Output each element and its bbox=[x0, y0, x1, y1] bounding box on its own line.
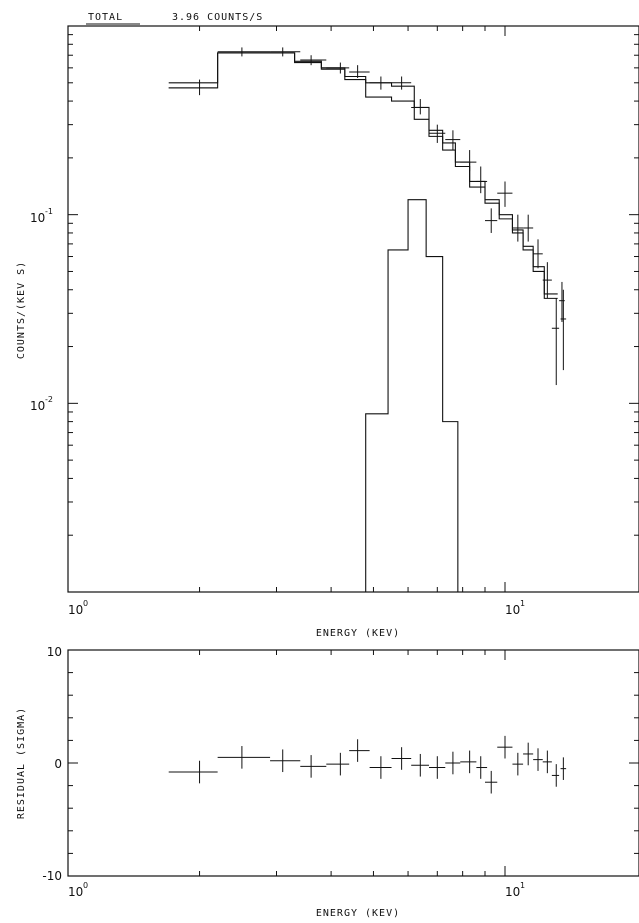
data-point bbox=[485, 208, 498, 233]
bottom-y-tick-label-top: 10 bbox=[47, 645, 62, 659]
top-x-axis-label: ENERGY (KEV) bbox=[316, 628, 400, 639]
top-axis-ticks bbox=[67, 25, 639, 593]
residual-point bbox=[551, 764, 560, 787]
data-point bbox=[476, 166, 488, 194]
data-point bbox=[542, 262, 552, 299]
data-point bbox=[512, 214, 524, 242]
bottom-axis-ticks bbox=[67, 649, 639, 877]
top-x-tick-label-2: 10 1 bbox=[505, 599, 525, 617]
data-point bbox=[391, 76, 412, 90]
residual-point bbox=[523, 742, 534, 766]
data-point bbox=[559, 281, 565, 322]
header-rate: 3.96 COUNTS/S bbox=[172, 12, 263, 23]
svg-text:1: 1 bbox=[520, 599, 525, 608]
residual-point bbox=[270, 749, 301, 773]
residual-point bbox=[542, 750, 552, 774]
residual-point bbox=[512, 752, 524, 776]
series-model-line bbox=[365, 199, 459, 592]
residual-point bbox=[460, 750, 477, 774]
svg-text:-2: -2 bbox=[45, 395, 53, 404]
residual-point bbox=[476, 756, 488, 779]
bottom-x-tick-label-1: 10 0 bbox=[68, 881, 88, 899]
residual-point bbox=[349, 739, 370, 762]
residual-point bbox=[300, 755, 327, 778]
bottom-y-tick-label-bottom: -10 bbox=[42, 869, 62, 883]
residual-point bbox=[411, 753, 429, 777]
top-plot-frame bbox=[67, 25, 639, 593]
residual-point bbox=[445, 751, 461, 775]
data-point bbox=[270, 47, 301, 57]
svg-text:10: 10 bbox=[505, 885, 520, 899]
residual-point bbox=[168, 760, 218, 784]
data-point bbox=[411, 99, 429, 115]
bottom-y-tick-label-zero: 0 bbox=[54, 757, 62, 771]
svg-text:10: 10 bbox=[30, 399, 45, 413]
svg-text:1: 1 bbox=[520, 881, 525, 890]
residual-point bbox=[560, 757, 567, 780]
residual-point bbox=[369, 756, 392, 779]
data-point bbox=[560, 289, 567, 371]
bottom-x-axis-label: ENERGY (KEV) bbox=[316, 908, 400, 919]
residual-point bbox=[428, 756, 446, 779]
data-point bbox=[217, 47, 271, 57]
top-y-axis-label: COUNTS/(KEV S) bbox=[16, 261, 27, 359]
series-model-total bbox=[168, 52, 558, 295]
data-point bbox=[533, 239, 543, 269]
top-x-tick-label-1: 10 0 bbox=[68, 599, 88, 617]
bottom-y-axis-label: RESIDUAL (SIGMA) bbox=[16, 707, 27, 819]
bottom-plot-frame bbox=[67, 649, 639, 877]
data-point bbox=[428, 124, 446, 143]
svg-text:10: 10 bbox=[68, 885, 83, 899]
series-model-continuum bbox=[168, 52, 558, 299]
data-point bbox=[523, 214, 534, 242]
residual-point bbox=[485, 770, 498, 794]
top-y-tick-label-1: 10 -1 bbox=[30, 207, 53, 225]
residual-point bbox=[217, 746, 271, 769]
svg-text:10: 10 bbox=[68, 603, 83, 617]
residual-point bbox=[326, 752, 350, 776]
svg-text:-1: -1 bbox=[45, 207, 53, 216]
top-y-tick-label-2: 10 -2 bbox=[30, 395, 53, 413]
data-point bbox=[369, 76, 392, 90]
data-point bbox=[445, 130, 461, 151]
bottom-x-tick-label-2: 10 1 bbox=[505, 881, 525, 899]
bottom-plot-series bbox=[168, 735, 567, 794]
svg-text:10: 10 bbox=[30, 211, 45, 225]
svg-text:10: 10 bbox=[505, 603, 520, 617]
residual-point bbox=[391, 747, 412, 770]
data-point bbox=[551, 298, 560, 386]
residual-point bbox=[533, 748, 543, 771]
residual-point bbox=[497, 735, 513, 759]
data-point bbox=[497, 181, 513, 207]
data-point bbox=[326, 62, 350, 74]
data-point bbox=[300, 55, 327, 66]
svg-text:0: 0 bbox=[83, 881, 88, 890]
top-plot-series bbox=[168, 47, 567, 592]
svg-text:0: 0 bbox=[83, 599, 88, 608]
data-point bbox=[168, 79, 218, 96]
header-label: TOTAL bbox=[88, 12, 123, 23]
data-point bbox=[349, 65, 370, 79]
data-point bbox=[460, 150, 477, 172]
